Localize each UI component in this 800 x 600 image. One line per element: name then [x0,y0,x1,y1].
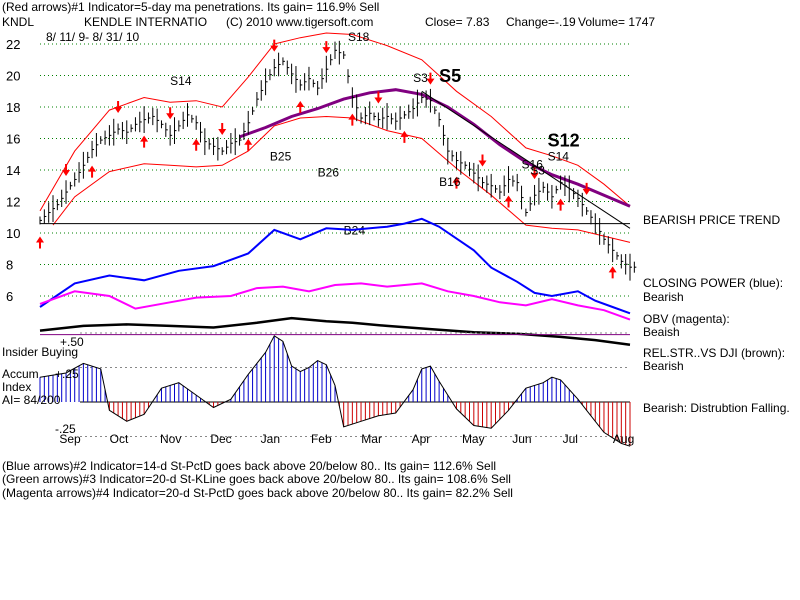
sell-arrow-icon [114,101,123,113]
y-tick-label: 20 [6,69,20,84]
closing-power-line [39,217,631,315]
buy-arrow-icon [452,176,461,189]
buy-arrow-icon [36,236,44,249]
buy-arrow-icon [296,101,305,113]
x-tick-label: Nov [160,432,181,446]
accum-status: Bearish: Distrubtion Falling. [643,401,790,415]
buy-arrow-icon [244,138,253,151]
volume-value: Volume= 1747 [578,15,656,29]
signal-label: S3 [413,71,428,85]
buy-arrow-icon [556,198,565,211]
lower-band-line [52,115,631,243]
obv-line [39,282,631,321]
accum-level-plus25: +.25 [55,367,79,381]
x-tick-label: Jun [512,432,531,446]
x-tick-label: Oct [110,432,129,446]
sell-arrow-icon [166,107,175,120]
signal-label: B26 [318,165,340,179]
date-range: 8/ 11/ 9- 8/ 31/ 10 [46,30,140,44]
accum-level-minus25: -.25 [55,422,76,436]
signal-label: S18 [348,30,370,44]
buy-arrow-icon [608,266,617,279]
company-name: KENDLE INTERNATIO [84,15,208,29]
sell-arrow-icon [62,164,71,176]
buy-arrow-icon [140,135,149,148]
sell-arrow-icon [582,182,591,195]
bearish-trend-label: BEARISH PRICE TREND [643,213,781,227]
top-indicator-line: (Red arrows)#1 Indicator=5-day ma penetr… [2,0,380,14]
x-tick-label: Sep [59,432,81,446]
obv-status: Beaish [643,325,680,339]
y-tick-label: 16 [6,132,20,147]
sell-arrow-icon [218,123,227,136]
signal-label: S5 [439,66,461,86]
change-value: Change=-.19 [506,15,576,29]
signal-label: S12 [548,130,580,150]
y-tick-label: 10 [6,226,20,241]
sell-arrow-icon [270,39,279,52]
signal-label: S16 [522,157,544,171]
rel-strength-status: Bearish [643,359,684,373]
signal-label: S14 [548,150,570,164]
ticker-symbol: KNDL [2,15,35,29]
insider-buying-label: Insider Buying [2,345,79,359]
close-value: Close= 7.83 [425,15,490,29]
buy-arrow-icon [88,165,97,178]
closing-power-status: Bearish [643,290,684,304]
y-tick-label: 22 [6,37,20,52]
index-label: Index [2,380,32,394]
x-tick-label: Jul [563,432,578,446]
copyright-text: (C) 2010 www.tigersoft.com [226,15,374,29]
x-tick-label: Feb [311,432,332,446]
x-tick-label: Mar [361,432,382,446]
x-tick-label: Apr [412,432,431,446]
x-tick-label: Dec [210,432,231,446]
accum-ma-line [39,335,631,447]
signal-label: B25 [270,150,292,164]
y-tick-label: 14 [6,163,20,178]
upper-band-line [39,32,631,212]
accum-label: Accum [2,367,39,381]
sell-arrow-icon [530,167,539,180]
rel-strength-line [39,316,631,347]
rel-strength-label: REL.STR..VS DJI (brown): [643,346,786,360]
signal-label: B16 [439,175,461,189]
sell-arrow-icon [322,41,331,54]
footer-green-arrows: (Green arrows)#3 Indicator=20-d St-KLine… [2,472,511,486]
ai-value: AI= 84/200 [2,393,61,407]
buy-arrow-icon [504,195,513,208]
closing-power-label: CLOSING POWER (blue): [643,276,784,290]
buy-arrow-icon [192,138,201,151]
x-tick-label: Aug [613,432,634,446]
sell-arrow-icon [426,72,435,85]
sell-arrow-icon [478,154,487,167]
buy-arrow-icon [348,113,357,126]
signal-label: S3 [530,164,545,178]
signal-label: S14 [170,74,192,88]
accum-level-plus50: +.50 [60,335,84,349]
x-tick-label: Jan [261,432,280,446]
buy-arrow-icon [400,130,409,143]
y-tick-label: 18 [6,100,20,115]
footer-magenta-arrows: (Magenta arrows)#4 Indicator=20-d St-Pct… [2,486,513,500]
obv-label: OBV (magenta): [643,312,730,326]
sell-arrow-icon [374,91,383,104]
y-tick-label: 12 [6,195,20,210]
y-tick-label: 8 [6,258,13,273]
x-tick-label: May [462,432,485,446]
footer-blue-arrows: (Blue arrows)#2 Indicator=14-d St-PctD g… [2,459,497,473]
y-tick-label: 6 [6,289,13,304]
trend-line [421,90,631,229]
